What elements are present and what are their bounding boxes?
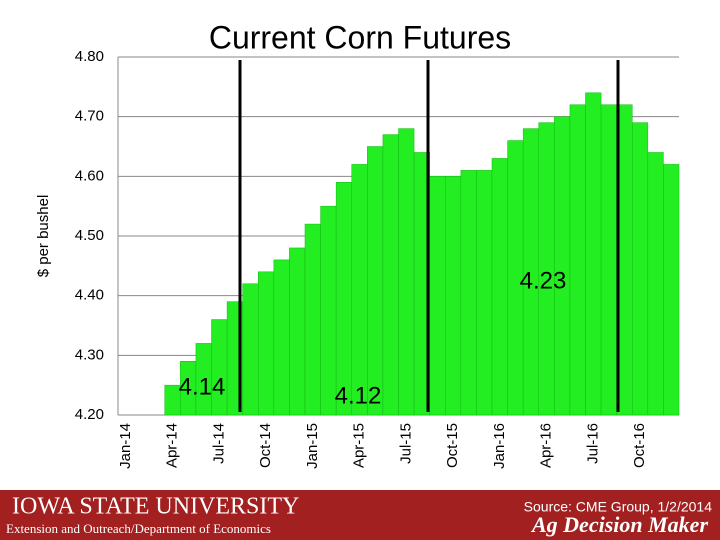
annotation: 4.23: [520, 267, 567, 294]
bar: [382, 134, 399, 416]
x-tick-label: Apr-14: [164, 423, 181, 468]
x-tick-label: Jul-14: [210, 423, 227, 464]
bar: [289, 247, 306, 416]
bar: [632, 122, 649, 416]
bar: [569, 104, 586, 416]
y-tick-label: 4.40: [75, 287, 104, 304]
chart-title: Current Corn Futures: [209, 19, 511, 55]
x-tick-label: Oct-14: [257, 423, 274, 468]
annotation: 4.12: [335, 382, 382, 409]
x-tick-label: Apr-15: [351, 423, 368, 468]
brand: Ag Decision Maker: [530, 512, 708, 537]
x-tick-label: Apr-16: [538, 423, 555, 468]
bar: [351, 164, 368, 416]
y-axis-label: $ per bushel: [35, 195, 52, 278]
source: Source: CME Group, 1/2/2014: [524, 499, 713, 515]
footer-band: [0, 490, 720, 540]
y-tick-label: 4.30: [75, 346, 104, 363]
bar: [491, 158, 508, 416]
bar: [242, 283, 259, 416]
y-tick-label: 4.50: [75, 227, 104, 244]
x-tick-label: Oct-15: [444, 423, 461, 468]
x-tick-label: Oct-16: [631, 423, 648, 468]
y-tick-label: 4.80: [75, 48, 104, 65]
bar: [600, 104, 617, 416]
bar: [460, 170, 477, 416]
bar: [663, 164, 680, 416]
bar: [554, 116, 571, 416]
bar: [304, 223, 321, 416]
bar: [398, 128, 415, 416]
x-tick-label: Jan-14: [117, 423, 134, 469]
y-tick-label: 4.20: [75, 406, 104, 423]
annotation: 4.14: [179, 373, 226, 400]
y-tick-label: 4.70: [75, 108, 104, 125]
bar: [476, 170, 493, 416]
plot: 4.20 4.30 4.40 4.50 4.60 4.70 4.80 Jan-14 Apr-14…: [75, 48, 680, 469]
bar: [211, 319, 228, 416]
bar: [647, 152, 664, 416]
y-tick-label: 4.60: [75, 167, 104, 184]
bar: [367, 146, 384, 416]
bar: [585, 92, 602, 416]
bar: [273, 259, 290, 416]
x-tick-label: Jan-15: [304, 423, 321, 469]
bar: [335, 182, 352, 416]
bar: [445, 176, 462, 416]
bar: [258, 271, 275, 416]
bar: [429, 176, 446, 416]
x-tick-label: Jul-16: [584, 423, 601, 464]
x-tick-label: Jan-16: [491, 423, 508, 469]
department: Extension and Outreach/Department of Eco…: [6, 521, 271, 536]
university: IOWA STATE UNIVERSITY: [12, 494, 299, 520]
x-tick-label: Jul-15: [397, 423, 414, 464]
